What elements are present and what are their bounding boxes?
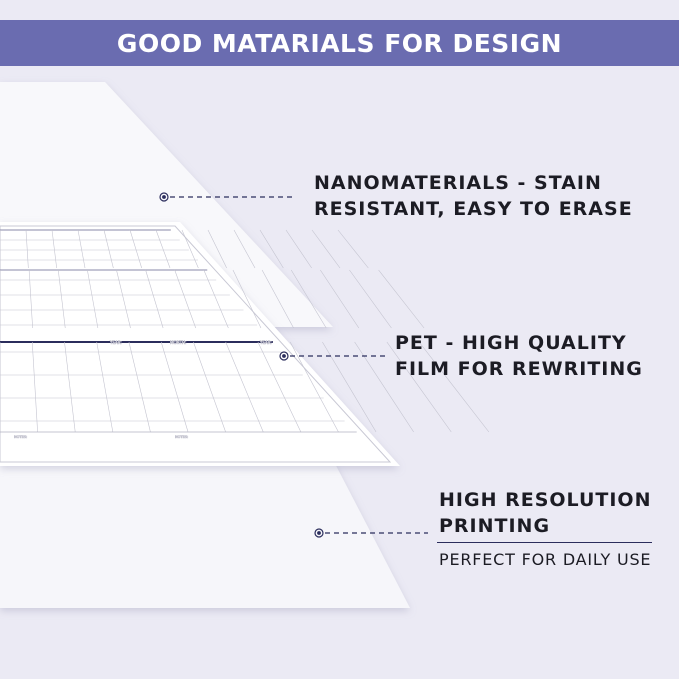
banner-title: GOOD MATARIALS FOR DESIGN xyxy=(116,28,563,58)
calendar-sheet xyxy=(0,222,400,466)
grid-line xyxy=(174,269,197,329)
calendar-notes-label: NOTES: xyxy=(14,435,27,439)
pet-calendar-layer: YEAR: MONTH: YEAR: NOTES: NOTES: xyxy=(0,222,490,466)
grid-line xyxy=(25,229,29,269)
grid-line xyxy=(322,341,377,433)
marker-dot-icon xyxy=(162,195,166,199)
grid-line xyxy=(311,229,341,269)
grid-line xyxy=(51,229,57,269)
grid-line xyxy=(116,269,131,329)
grid-line xyxy=(96,341,114,433)
grid-line xyxy=(128,341,151,433)
callout-nanomaterials: NANOMATERIALS - STAIN RESISTANT, EASY TO… xyxy=(314,170,633,222)
callout-printing: HIGH RESOLUTION PRINTING xyxy=(439,487,651,539)
callout-pet: PET - HIGH QUALITY FILM FOR REWRITING xyxy=(395,330,643,382)
grid-line xyxy=(232,269,262,329)
grid-line xyxy=(261,269,294,329)
calendar-header: YEAR: xyxy=(259,340,272,345)
calendar-grid: YEAR: MONTH: YEAR: NOTES: NOTES: xyxy=(0,229,490,439)
calendar-header: YEAR: xyxy=(109,340,122,345)
grid-line xyxy=(225,341,264,433)
grid-line xyxy=(160,341,189,433)
marker-ring-icon xyxy=(159,192,169,202)
grid-line xyxy=(28,269,33,329)
grid-line xyxy=(145,269,164,329)
marker-ring-icon xyxy=(314,528,324,538)
grid-line xyxy=(378,269,425,329)
marker-ring-icon xyxy=(279,351,289,361)
grid-line xyxy=(103,229,114,269)
grid-line xyxy=(233,229,256,269)
grid-line xyxy=(337,229,369,269)
grid-line xyxy=(257,341,302,433)
title-banner: GOOD MATARIALS FOR DESIGN xyxy=(0,20,679,66)
calendar-border xyxy=(0,225,392,463)
callout-line: PET - HIGH QUALITY xyxy=(395,332,627,354)
grid-line xyxy=(285,229,312,269)
grid-line xyxy=(259,229,284,269)
grid-line xyxy=(386,341,452,433)
grid-line xyxy=(418,341,490,433)
grid-line xyxy=(181,229,199,269)
grid-line xyxy=(77,229,86,269)
callout-line: HIGH RESOLUTION xyxy=(439,489,652,511)
grid-line xyxy=(57,269,66,329)
grid-line xyxy=(354,341,414,433)
grid-line xyxy=(290,269,327,329)
calendar-header: MONTH: xyxy=(170,340,186,345)
calendar-notes-label: NOTES: xyxy=(175,435,188,439)
grid-line xyxy=(64,341,76,433)
grid-line xyxy=(203,269,229,329)
grid-line xyxy=(31,341,38,433)
grid-line xyxy=(129,229,142,269)
callout-subtitle: PERFECT FOR DAILY USE xyxy=(439,550,652,569)
grid-line xyxy=(207,229,227,269)
grid-line xyxy=(193,341,226,433)
marker-dot-icon xyxy=(317,531,321,535)
callout-line: NANOMATERIALS - STAIN xyxy=(314,172,602,194)
marker-dot-icon xyxy=(282,354,286,358)
grid-line xyxy=(289,341,339,433)
callout-markers xyxy=(159,192,428,538)
grid-line xyxy=(87,269,99,329)
grid-line xyxy=(155,229,171,269)
callout-line: RESISTANT, EASY TO ERASE xyxy=(314,198,633,220)
grid-line xyxy=(349,269,392,329)
divider xyxy=(437,542,652,543)
callout-line: PRINTING xyxy=(439,515,551,537)
callout-line: FILM FOR REWRITING xyxy=(395,358,643,380)
grid-line xyxy=(320,269,360,329)
